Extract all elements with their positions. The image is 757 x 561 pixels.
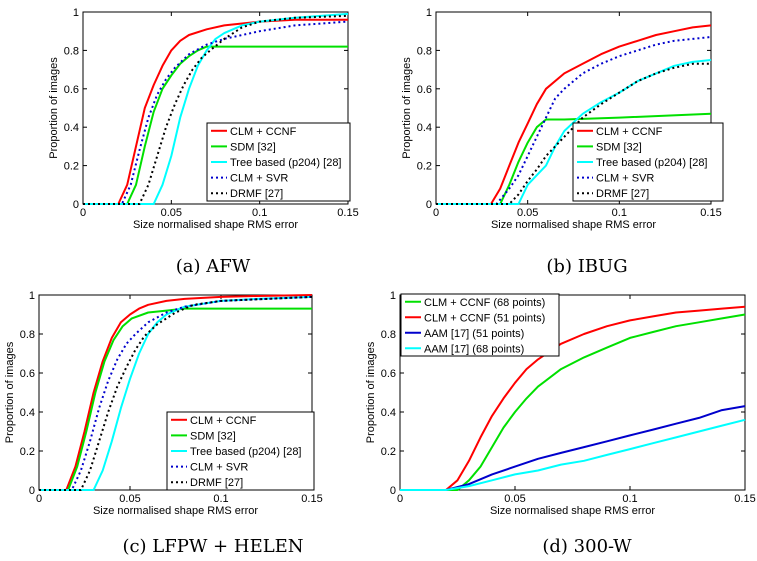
caption-300w: (d) 300-W: [542, 536, 632, 557]
y-tick-label: 0.4: [381, 407, 396, 419]
series-line: [436, 62, 711, 205]
y-tick-label: 0.6: [64, 84, 79, 96]
y-axis-label: Proportion of images: [401, 57, 413, 159]
series-line: [39, 294, 313, 491]
y-tick-label: 0: [73, 199, 79, 211]
legend-label: SDM [32]: [596, 141, 642, 153]
series-line: [400, 313, 746, 491]
legend-label: CLM + CCNF: [596, 126, 663, 138]
x-tick-label: 0.05: [161, 207, 182, 219]
panel-300w: 0 0.05 0.1 0.15 0 0.2 0.4 0.6 0.8 1 Size normalise…: [365, 290, 756, 517]
legend-label: DRMF [27]: [596, 188, 649, 200]
legend-label: AAM [17] (51 points): [424, 328, 524, 340]
x-tick-label: 0.05: [517, 207, 538, 219]
y-tick-label: 0: [426, 199, 432, 211]
series-line: [83, 45, 348, 205]
legend-box: [400, 293, 560, 357]
legend-label: CLM + SVR: [230, 173, 288, 185]
y-tick-label: 1: [73, 7, 79, 19]
y-axis-label: Proportion of images: [365, 341, 377, 443]
x-axis-label: Size normalised shape RMS error: [133, 219, 298, 231]
legend-label: Tree based (p204) [28]: [230, 157, 342, 169]
y-tick-label: 0.8: [20, 329, 35, 341]
legend-label: CLM + CCNF: [190, 415, 257, 427]
y-tick-label: 0.2: [20, 446, 35, 458]
legend-label: DRMF [27]: [230, 188, 283, 200]
legend-label: CLM + SVR: [190, 462, 248, 474]
x-tick-label: 0.1: [213, 493, 228, 505]
y-tick-label: 0.8: [381, 329, 396, 341]
x-tick-label: 0.05: [119, 493, 140, 505]
series-line: [436, 36, 712, 205]
series-line: [436, 59, 712, 205]
x-tick-label: 0.15: [700, 207, 721, 219]
y-tick-label: 0.4: [417, 122, 432, 134]
legend-label: Tree based (p204) [28]: [596, 157, 708, 169]
series-line: [400, 405, 746, 491]
y-tick-label: 1: [29, 290, 35, 302]
x-tick-label: 0: [36, 493, 42, 505]
y-tick-label: 0.6: [20, 368, 35, 380]
x-tick-label: 0.15: [337, 207, 358, 219]
x-tick-label: 0.1: [622, 493, 637, 505]
y-tick-label: 0.8: [417, 45, 432, 57]
x-tick-label: 0.05: [504, 493, 525, 505]
y-tick-label: 0: [29, 485, 35, 497]
x-axis-label: Size normalised shape RMS error: [490, 505, 655, 517]
series-line: [400, 305, 746, 491]
panel-lfpw-helen: 0 0.05 0.1 0.15 0 0.2 0.4 0.6 0.8 1 Size normalise…: [4, 290, 323, 517]
legend-label: SDM [32]: [230, 141, 276, 153]
y-tick-label: 0.2: [64, 161, 79, 173]
x-axis-label: Size normalised shape RMS error: [491, 219, 656, 231]
y-tick-label: 0.2: [417, 161, 432, 173]
panel-ibug: 0 0.05 0.1 0.15 0 0.2 0.4 0.6 0.8 1 Size normalise…: [401, 7, 724, 231]
legend-label: CLM + CCNF (68 points): [424, 297, 545, 309]
y-tick-label: 1: [426, 7, 432, 19]
legend-label: CLM + SVR: [596, 173, 654, 185]
y-tick-label: 0.4: [64, 122, 79, 134]
y-tick-label: 0.2: [381, 446, 396, 458]
x-tick-label: 0.1: [612, 207, 627, 219]
x-tick-label: 0.1: [252, 207, 267, 219]
caption-ibug: (b) IBUG: [546, 256, 627, 277]
y-tick-label: 1: [390, 290, 396, 302]
y-tick-label: 0.6: [381, 368, 396, 380]
caption-lfpw-helen: (c) LFPW + HELEN: [122, 536, 303, 557]
series-line: [83, 20, 349, 205]
series-line: [83, 18, 348, 205]
x-tick-label: 0: [397, 493, 403, 505]
y-axis-label: Proportion of images: [48, 57, 60, 159]
legend-label: Tree based (p204) [28]: [190, 446, 302, 458]
x-tick-label: 0: [433, 207, 439, 219]
legend-label: CLM + CCNF: [230, 126, 297, 138]
series-line: [83, 14, 349, 205]
legend-label: SDM [32]: [190, 430, 236, 442]
x-tick-label: 0.15: [301, 493, 322, 505]
legend-box: [206, 122, 351, 202]
y-tick-label: 0: [390, 485, 396, 497]
y-tick-label: 0.4: [20, 407, 35, 419]
legend-label: AAM [17] (68 points): [424, 343, 524, 355]
y-tick-label: 0.8: [64, 45, 79, 57]
panel-afw: 0 0.05 0.1 0.15 0 0.2 0.4 0.6 0.8 1 Size normalise…: [48, 7, 359, 231]
series-line: [400, 418, 746, 491]
legend-label: CLM + CCNF (51 points): [424, 312, 545, 324]
x-axis-label: Size normalised shape RMS error: [93, 505, 258, 517]
y-axis-label: Proportion of images: [4, 341, 16, 443]
x-tick-label: 0: [80, 207, 86, 219]
legend-box: [572, 122, 724, 202]
caption-afw: (a) AFW: [176, 256, 251, 277]
legend-label: DRMF [27]: [190, 477, 243, 489]
y-tick-label: 0.6: [417, 84, 432, 96]
legend-box: [166, 411, 315, 491]
x-tick-label: 0.15: [734, 493, 755, 505]
series-line: [39, 295, 313, 491]
series-line: [436, 24, 712, 205]
